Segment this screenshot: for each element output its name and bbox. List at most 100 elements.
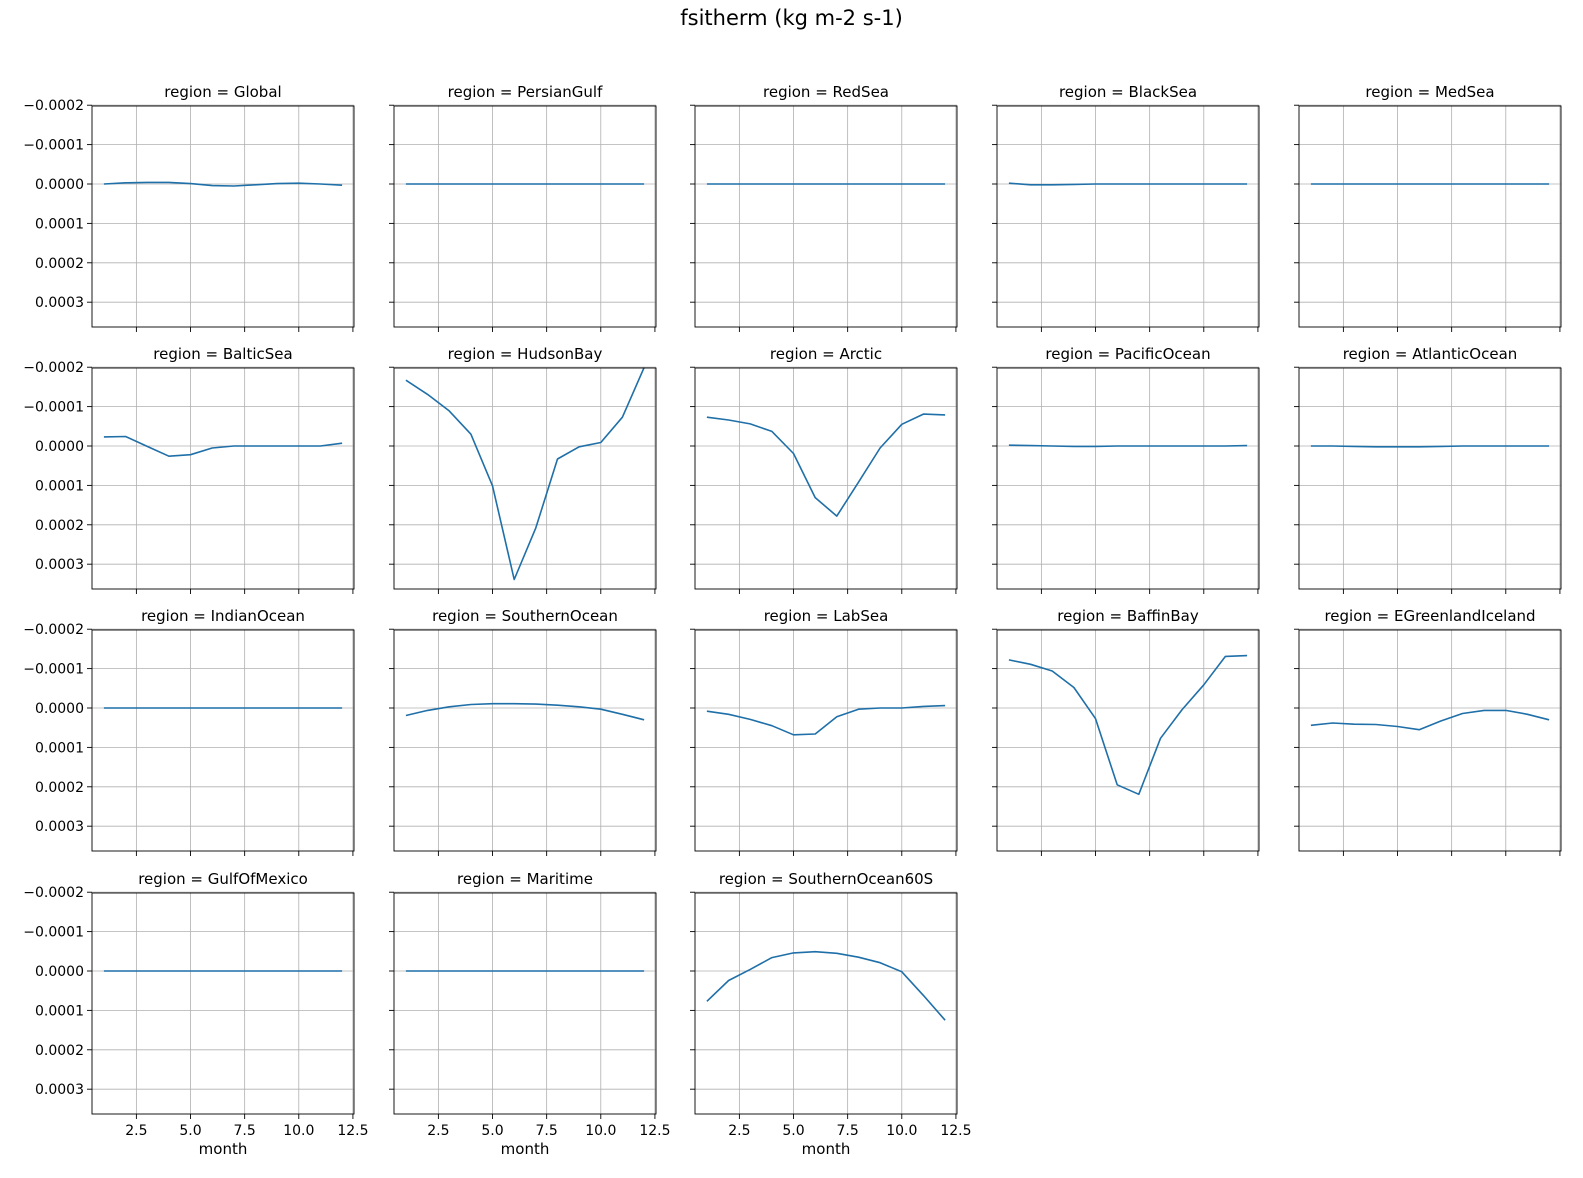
- x-tick-label: 7.5: [536, 1123, 558, 1139]
- panel-title: region = HudsonBay: [448, 345, 603, 363]
- y-tick-label: 0.0002: [35, 518, 84, 534]
- series-line: [405, 367, 645, 581]
- axes-frame: [393, 105, 657, 328]
- axes-frame: [91, 367, 355, 590]
- y-tick-label: −0.0001: [23, 662, 84, 678]
- y-tick-label: 0.0001: [35, 216, 84, 232]
- y-tick-label: 0.0003: [35, 557, 84, 573]
- axes-frame: [393, 892, 657, 1115]
- y-tick-label: 0.0003: [35, 295, 84, 311]
- panel-title: region = AtlanticOcean: [1343, 345, 1518, 363]
- y-tick-label: 0.0000: [35, 701, 84, 717]
- x-tick-label: 2.5: [427, 1123, 449, 1139]
- panel-labsea: region = LabSea: [690, 607, 958, 856]
- axes-frame: [1298, 105, 1562, 328]
- series-line: [706, 704, 946, 736]
- panel-atlanticocean: region = AtlanticOcean: [1294, 345, 1562, 594]
- axes-frame: [393, 367, 657, 590]
- axes-frame: [91, 892, 355, 1115]
- y-tick-label: −0.0002: [23, 98, 84, 114]
- panel-title: region = PacificOcean: [1045, 345, 1210, 363]
- x-tick-label: 7.5: [234, 1123, 256, 1139]
- y-tick-label: 0.0000: [35, 177, 84, 193]
- panel-gulfofmexico: region = GulfOfMexico −0.0002 −0.0001 0.000…: [23, 870, 368, 1158]
- panel-title: region = Maritime: [457, 870, 593, 888]
- panel-pacificocean: region = PacificOcean: [992, 345, 1260, 594]
- panel-title: region = EGreenlandIceland: [1324, 607, 1535, 625]
- figure-title: fsitherm (kg m-2 s-1): [680, 6, 903, 30]
- y-tick-label: −0.0002: [23, 360, 84, 376]
- series-line: [103, 181, 343, 187]
- x-tick-label: 12.5: [940, 1123, 971, 1139]
- panel-title: region = PersianGulf: [448, 83, 603, 101]
- panel-indianocean: region = IndianOcean −0.0002 −0.0001 0.0000…: [23, 607, 355, 856]
- panel-title: region = BlackSea: [1059, 83, 1197, 101]
- series-line: [1008, 444, 1248, 448]
- y-tick-label: 0.0001: [35, 478, 84, 494]
- panel-hudsonbay: region = HudsonBay: [389, 345, 657, 594]
- series-line: [103, 435, 343, 458]
- y-tick-label: 0.0000: [35, 964, 84, 980]
- panel-title: region = LabSea: [764, 607, 889, 625]
- panel-title: region = SouthernOcean60S: [719, 870, 933, 888]
- axes-frame: [1298, 367, 1562, 590]
- y-tick-label: −0.0002: [23, 622, 84, 638]
- x-tick-label: 2.5: [728, 1123, 750, 1139]
- y-tick-label: −0.0001: [23, 925, 84, 941]
- axes-frame: [996, 105, 1260, 328]
- panel-medsea: region = MedSea: [1294, 83, 1562, 332]
- x-tick-label: 7.5: [837, 1123, 859, 1139]
- panel-southernocean: region = SouthernOcean: [389, 607, 657, 856]
- y-tick-label: 0.0003: [35, 1082, 84, 1098]
- x-tick-label: 5.0: [179, 1123, 201, 1139]
- x-tick-label: 10.0: [886, 1123, 917, 1139]
- x-tick-label: 5.0: [481, 1123, 503, 1139]
- panel-title: region = SouthernOcean: [432, 607, 618, 625]
- y-tick-label: −0.0001: [23, 138, 84, 154]
- axes-frame: [694, 367, 958, 590]
- axes-frame: [694, 629, 958, 852]
- panel-title: region = BalticSea: [153, 345, 292, 363]
- panel-maritime: region = Maritime 2.5 5.0 7.5 10.0 12.5 month: [389, 870, 671, 1158]
- x-tick-label: 2.5: [125, 1123, 147, 1139]
- series-line: [1310, 445, 1550, 448]
- panel-redsea: region = RedSea: [690, 83, 958, 332]
- panel-egreenlandiceland: region = EGreenlandIceland: [1294, 607, 1562, 856]
- axes-frame: [393, 629, 657, 852]
- panel-title: region = IndianOcean: [141, 607, 305, 625]
- y-tick-label: −0.0001: [23, 400, 84, 416]
- series-line: [706, 413, 946, 517]
- panel-global: region = Global −0.0002 −0.0001 0.0000 0.000…: [23, 83, 355, 332]
- series-line: [1310, 709, 1550, 731]
- panel-title: region = MedSea: [1365, 83, 1494, 101]
- panel-southernocean60s: region = SouthernOcean60S 2.5 5.0 7.5 10.0 12…: [690, 870, 972, 1158]
- panel-title: region = Global: [164, 83, 281, 101]
- panel-balticsea: region = BalticSea −0.0002 −0.0001 0.0000 0.…: [23, 345, 355, 594]
- axes-frame: [1298, 629, 1562, 852]
- y-tick-label: 0.0001: [35, 740, 84, 756]
- x-tick-label: 10.0: [283, 1123, 314, 1139]
- panel-blacksea: region = BlackSea: [992, 83, 1260, 332]
- axes-frame: [694, 892, 958, 1115]
- x-axis-label: month: [199, 1140, 248, 1158]
- axes-frame: [996, 367, 1260, 590]
- y-tick-label: 0.0003: [35, 819, 84, 835]
- panel-arctic: region = Arctic: [690, 345, 958, 594]
- axes-frame: [694, 105, 958, 328]
- panel-title: region = RedSea: [763, 83, 889, 101]
- panel-title: region = Arctic: [770, 345, 882, 363]
- x-tick-label: 10.0: [585, 1123, 616, 1139]
- axes-frame: [91, 629, 355, 852]
- axes-frame: [91, 105, 355, 328]
- y-tick-label: 0.0000: [35, 439, 84, 455]
- y-tick-label: 0.0002: [35, 256, 84, 272]
- series-line: [1008, 182, 1248, 186]
- x-tick-label: 12.5: [337, 1123, 368, 1139]
- y-tick-label: 0.0002: [35, 1043, 84, 1059]
- panel-persiangulf: region = PersianGulf: [389, 83, 657, 332]
- x-axis-label: month: [802, 1140, 851, 1158]
- y-tick-label: −0.0002: [23, 885, 84, 901]
- x-tick-label: 5.0: [782, 1123, 804, 1139]
- series-line: [405, 702, 645, 721]
